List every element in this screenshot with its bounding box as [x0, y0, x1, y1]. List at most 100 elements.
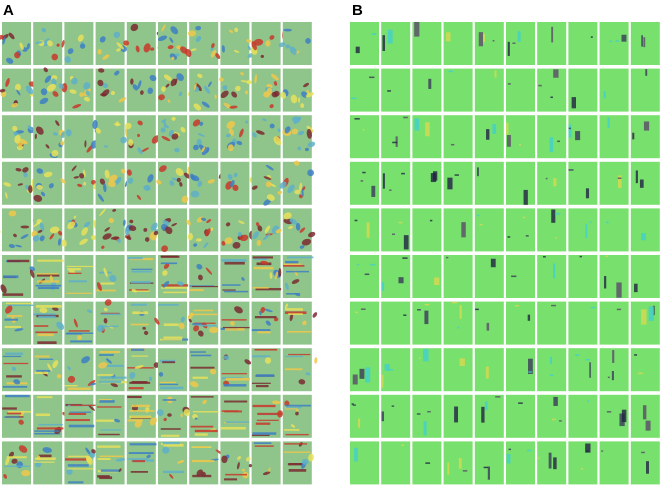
- filter-tile: [186, 208, 219, 252]
- tile-background: [350, 115, 379, 159]
- tile-blob: [79, 238, 88, 245]
- tile-mark: [641, 233, 646, 241]
- filter-tile: [25, 67, 63, 112]
- tile-stripe: [37, 259, 64, 262]
- tile-stripe: [160, 338, 183, 341]
- tile-blob: [302, 186, 306, 191]
- tile-blob: [49, 226, 60, 234]
- filter-tile: [282, 301, 318, 345]
- tile-blob: [314, 357, 318, 364]
- tile-background: [443, 394, 473, 438]
- filter-tile: [251, 394, 284, 438]
- filter-tile: [350, 255, 379, 298]
- filter-tile: [33, 115, 68, 159]
- filter-tile: [506, 208, 535, 252]
- tile-stripe: [160, 434, 180, 437]
- tile-blob: [308, 231, 316, 238]
- filter-tile: [189, 68, 219, 112]
- tile-blob: [19, 42, 24, 50]
- tile-blob: [163, 121, 167, 125]
- tile-background: [381, 22, 411, 65]
- filter-tile: [568, 255, 598, 298]
- tile-stripe: [97, 458, 111, 461]
- tile-blob: [150, 222, 158, 231]
- tile-blob: [18, 445, 28, 453]
- tile-blob: [241, 277, 245, 281]
- filter-tile: [64, 255, 94, 298]
- tile-blob: [180, 413, 183, 418]
- tile-background: [95, 68, 125, 112]
- tile-mark: [381, 282, 385, 291]
- tile-blob: [117, 238, 121, 243]
- tile-blob: [211, 43, 215, 49]
- tile-mark: [487, 466, 490, 480]
- filter-tile: [58, 68, 94, 112]
- tile-blob: [260, 306, 266, 313]
- tile-mark: [616, 308, 621, 311]
- tile-blob: [169, 37, 174, 43]
- tile-blob: [210, 47, 214, 51]
- tile-blob: [305, 38, 311, 44]
- filter-tile: [156, 161, 191, 205]
- tile-blob: [301, 458, 309, 465]
- tile-mark: [528, 371, 532, 373]
- tile-mark: [580, 468, 584, 470]
- tile-blob: [162, 281, 170, 288]
- tile-mark: [429, 219, 433, 222]
- tile-blob: [70, 77, 78, 85]
- tile-stripe: [286, 330, 312, 333]
- tile-mark: [615, 40, 619, 42]
- filter-tile: [95, 348, 128, 392]
- tile-mark: [387, 90, 391, 92]
- tile-blob: [99, 36, 106, 43]
- tile-background: [630, 161, 660, 205]
- tile-stripe: [161, 286, 187, 289]
- tile-blob: [105, 358, 112, 364]
- tile-mark: [417, 309, 421, 311]
- tile-mark: [352, 374, 358, 385]
- tile-stripe: [252, 432, 277, 435]
- tile-blob: [120, 136, 127, 144]
- tile-stripe: [163, 323, 179, 326]
- tile-stripe: [224, 478, 238, 481]
- tile-background: [251, 441, 281, 485]
- tile-blob: [197, 180, 203, 188]
- filter-tile: [599, 441, 629, 485]
- tile-blob: [246, 456, 251, 462]
- tile-stripe: [252, 256, 273, 259]
- tile-mark: [642, 405, 647, 420]
- filter-tile: [350, 348, 379, 392]
- tile-stripe: [286, 256, 314, 259]
- tile-background: [537, 348, 567, 392]
- tile-blob: [83, 182, 87, 186]
- filter-tile: [154, 301, 189, 345]
- tile-mark: [384, 364, 390, 371]
- tile-mark: [609, 40, 613, 43]
- filter-tile: [61, 208, 97, 252]
- tile-stripe: [99, 380, 121, 383]
- tile-blob: [79, 173, 85, 179]
- filter-tile: [474, 208, 504, 252]
- tile-mark: [525, 235, 529, 237]
- tile-blob: [20, 234, 29, 239]
- filter-tile: [568, 301, 598, 345]
- tile-background: [599, 301, 629, 345]
- tile-mark: [414, 22, 420, 37]
- tile-blob: [51, 78, 57, 86]
- tile-stripe: [194, 324, 217, 327]
- tile-stripe: [162, 441, 181, 445]
- filter-tile: [537, 68, 567, 112]
- filter-tile: [381, 255, 411, 298]
- tile-stripe: [163, 470, 185, 474]
- tile-blob: [47, 363, 53, 372]
- tile-blob: [86, 309, 93, 313]
- filter-tile: [126, 255, 156, 298]
- tile-stripe: [3, 362, 29, 365]
- tile-stripe: [100, 429, 122, 431]
- tile-mark: [362, 129, 365, 131]
- tile-mark: [551, 26, 554, 43]
- tile-blob: [163, 124, 169, 129]
- tile-stripe: [7, 304, 35, 307]
- tile-blob: [41, 27, 47, 33]
- filter-tile: [568, 394, 598, 438]
